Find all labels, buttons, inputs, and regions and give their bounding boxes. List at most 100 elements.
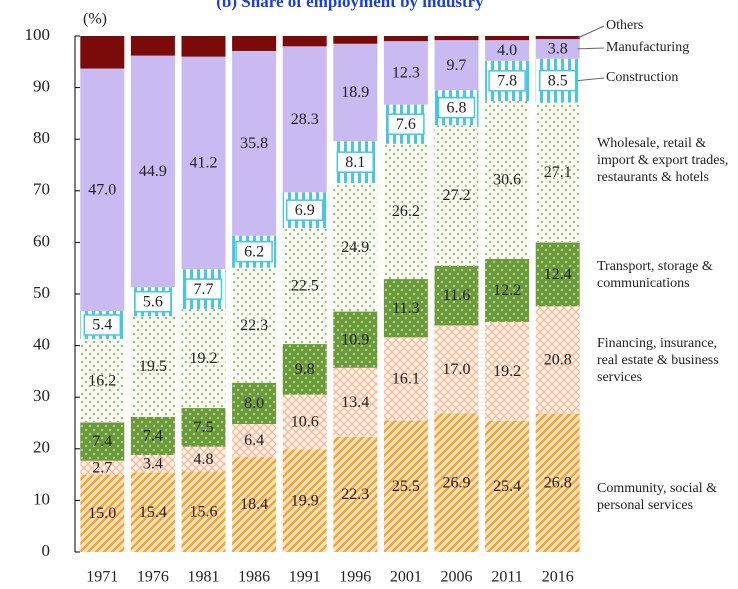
data-label: 15.6 [190, 503, 218, 520]
bar-segment [383, 279, 428, 338]
bar-segment [130, 55, 175, 288]
bar-segment [383, 420, 428, 552]
legend-label: Financing, insurance, real estate & busi… [597, 336, 719, 385]
data-label: 20.8 [544, 352, 572, 369]
data-label: 7.8 [497, 73, 517, 90]
bar-segment [333, 43, 378, 142]
x-tick-label: 1986 [238, 569, 270, 586]
y-tick-label: 0 [42, 541, 51, 560]
bar-segment [333, 36, 378, 44]
data-label: 16.2 [88, 372, 116, 389]
bar-segment [181, 471, 226, 552]
data-label: 10.6 [291, 414, 319, 431]
x-tick-label: 1991 [289, 569, 321, 586]
data-label: 12.2 [493, 282, 521, 299]
bar-segment [434, 413, 479, 552]
data-label: 8.1 [345, 154, 365, 171]
bar-segment [181, 308, 226, 409]
bar-segment [485, 36, 530, 41]
data-label: 26.8 [544, 475, 572, 492]
data-label: 11.3 [392, 300, 419, 317]
y-tick-label: 50 [33, 283, 50, 302]
x-tick-label: 2001 [390, 569, 422, 586]
bar-segment [485, 101, 530, 259]
legend-connector [577, 77, 605, 82]
label-box [134, 290, 172, 313]
x-tick-label: 2006 [441, 569, 473, 586]
x-tick-label: 1981 [188, 569, 220, 586]
data-label: 12.3 [392, 65, 420, 82]
data-label: 7.7 [194, 281, 214, 298]
label-box [285, 199, 324, 221]
data-label: 19.2 [190, 350, 218, 367]
data-label: 8.5 [548, 72, 568, 89]
y-tick-label: 10 [33, 489, 50, 508]
data-label: 7.5 [194, 419, 214, 436]
bar-segment [485, 420, 530, 552]
legend-label: Others [606, 18, 644, 33]
data-label: 28.3 [291, 111, 319, 128]
bar-segment [130, 454, 175, 473]
data-label: 7.4 [92, 433, 112, 450]
y-tick-label: 30 [33, 386, 50, 405]
bar-segment [383, 36, 428, 42]
data-label: 25.5 [392, 478, 420, 495]
bar-segment [232, 382, 277, 425]
legend-connector [577, 47, 605, 50]
legend-label: Transport, storage & communications [597, 259, 713, 291]
y-tick-label: 70 [33, 180, 50, 199]
data-label: 6.9 [295, 202, 315, 219]
y-tick-label: 60 [33, 231, 50, 250]
y-tick-label: 90 [33, 77, 50, 96]
bar-segment [485, 321, 530, 421]
data-label: 22.5 [291, 278, 319, 295]
data-label: 47.0 [88, 181, 116, 198]
data-label: 24.9 [341, 239, 369, 256]
bar-segment [434, 265, 479, 326]
data-label: 4.0 [497, 42, 517, 59]
label-box [437, 96, 476, 119]
legend-label: Construction [606, 70, 679, 85]
data-label: 17.0 [443, 361, 471, 378]
data-label: 9.8 [295, 361, 315, 378]
data-label: 6.2 [244, 243, 264, 260]
data-label: 35.8 [240, 135, 268, 152]
bar-segment [333, 183, 378, 312]
bar-segment [130, 36, 175, 56]
data-label: 19.5 [139, 358, 167, 375]
bar-segment [333, 436, 378, 552]
bar-segment [485, 258, 530, 322]
bar-segment [80, 338, 125, 423]
data-label: 15.0 [88, 505, 116, 522]
label-box [235, 240, 273, 263]
bar-segment [282, 449, 327, 552]
label-box [83, 314, 122, 336]
bar-segment [181, 56, 226, 270]
bar-segment [232, 457, 277, 552]
data-label: 10.9 [341, 331, 369, 348]
bar-segment [535, 306, 580, 414]
bar-segment [282, 344, 327, 395]
bar-segment [232, 50, 277, 236]
data-label: 3.4 [143, 455, 163, 472]
bar-segment [282, 36, 327, 47]
data-label: 44.9 [139, 163, 167, 180]
data-label: 25.4 [493, 478, 521, 495]
bar-segment [434, 36, 479, 41]
x-tick-label: 2011 [491, 569, 522, 586]
bar-segment [80, 460, 125, 475]
data-label: 9.7 [447, 57, 467, 74]
x-tick-label: 1971 [86, 569, 118, 586]
data-label: 15.4 [139, 504, 167, 521]
bar-segment [80, 68, 125, 312]
y-tick-label: 20 [33, 438, 50, 457]
x-tick-label: 1976 [137, 569, 169, 586]
bar-segment [282, 46, 327, 193]
data-label: 7.4 [143, 428, 163, 445]
data-label: 22.3 [240, 317, 268, 334]
label-box [488, 70, 526, 92]
label-box [336, 151, 375, 173]
data-label: 3.8 [548, 41, 568, 58]
data-label: 5.4 [92, 317, 112, 334]
